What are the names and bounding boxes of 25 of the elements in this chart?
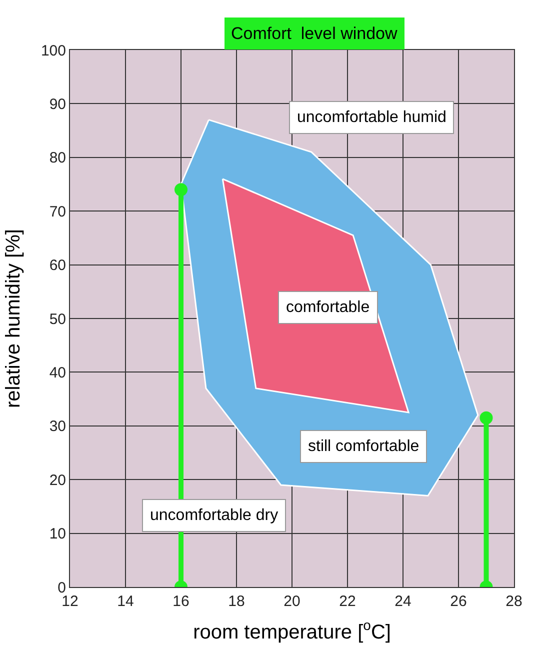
y-tick-label: 90 xyxy=(49,96,66,113)
annotation: still comfortable xyxy=(308,438,420,455)
y-tick-label: 80 xyxy=(49,150,66,167)
x-tick-label: 24 xyxy=(394,593,412,610)
y-tick-label: 20 xyxy=(49,472,66,489)
y-axis-title: relative humidity [%] xyxy=(2,229,24,408)
x-tick-label: 26 xyxy=(450,593,467,610)
x-tick-label: 20 xyxy=(284,593,300,610)
y-tick-label: 30 xyxy=(49,418,66,436)
y-tick-label: 60 xyxy=(49,257,66,274)
annotation: comfortable xyxy=(286,299,370,316)
annotation: uncomfortable dry xyxy=(150,507,278,524)
y-tick-label: 10 xyxy=(49,526,66,543)
x-tick-label: 16 xyxy=(172,593,190,610)
x-tick-label: 22 xyxy=(339,593,356,610)
x-tick-label: 18 xyxy=(228,593,245,610)
y-tick-label: 40 xyxy=(49,364,66,382)
chart-title: Comfort level window xyxy=(231,24,398,43)
y-tick-label: 50 xyxy=(49,310,66,328)
annotation: uncomfortable humid xyxy=(297,109,446,126)
x-axis-title: room temperature [$^{o}$C] xyxy=(193,617,391,644)
x-tick-label: 14 xyxy=(117,593,134,610)
y-tick-label: 70 xyxy=(49,203,66,220)
y-tick-label: 100 xyxy=(40,42,66,60)
x-tick-label: 28 xyxy=(506,593,522,610)
